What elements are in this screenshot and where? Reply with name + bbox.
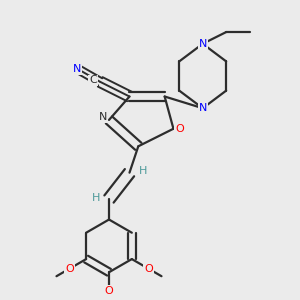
Text: O: O	[175, 124, 184, 134]
Text: N: N	[99, 112, 107, 122]
Text: N: N	[73, 64, 81, 74]
Text: H: H	[139, 166, 147, 176]
Text: C: C	[89, 75, 97, 85]
Text: O: O	[65, 264, 74, 274]
Text: O: O	[144, 264, 153, 274]
Text: O: O	[105, 286, 113, 296]
Text: N: N	[199, 103, 207, 113]
Text: N: N	[199, 39, 207, 49]
Text: H: H	[92, 193, 100, 202]
